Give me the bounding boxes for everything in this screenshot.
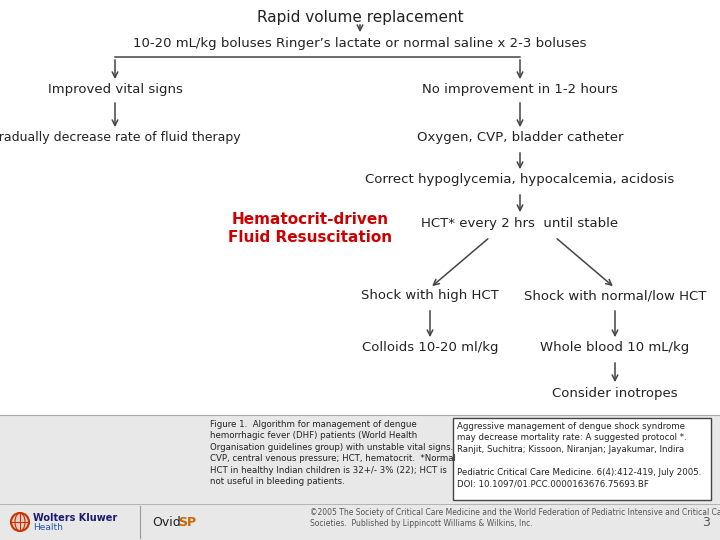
Circle shape: [11, 513, 29, 531]
Text: Fluid Resuscitation: Fluid Resuscitation: [228, 231, 392, 246]
Text: Figure 1.  Algorithm for management of dengue
hemorrhagic fever (DHF) patients (: Figure 1. Algorithm for management of de…: [210, 420, 456, 486]
Text: Oxygen, CVP, bladder catheter: Oxygen, CVP, bladder catheter: [417, 132, 624, 145]
Text: Gradually decrease rate of fluid therapy: Gradually decrease rate of fluid therapy: [0, 132, 240, 145]
Text: SP: SP: [178, 516, 196, 529]
Text: Shock with high HCT: Shock with high HCT: [361, 289, 499, 302]
Bar: [453, 418, 711, 500]
Text: Correct hypoglycemia, hypocalcemia, acidosis: Correct hypoglycemia, hypocalcemia, acid…: [365, 173, 675, 186]
Text: Hematocrit-driven: Hematocrit-driven: [231, 213, 389, 227]
Text: Wolters Kluwer: Wolters Kluwer: [33, 513, 117, 523]
Text: No improvement in 1-2 hours: No improvement in 1-2 hours: [422, 83, 618, 96]
Text: HCT* every 2 hrs  until stable: HCT* every 2 hrs until stable: [421, 217, 618, 230]
Text: Whole blood 10 mL/kg: Whole blood 10 mL/kg: [541, 341, 690, 354]
Text: 10-20 mL/kg boluses Ringer’s lactate or normal saline x 2-3 boluses: 10-20 mL/kg boluses Ringer’s lactate or …: [133, 37, 587, 50]
Text: Colloids 10-20 ml/kg: Colloids 10-20 ml/kg: [361, 341, 498, 354]
Text: ©2005 The Society of Critical Care Medicine and the World Federation of Pediatri: ©2005 The Society of Critical Care Medic…: [310, 508, 720, 528]
Text: Ovid: Ovid: [152, 516, 181, 529]
Bar: [0, 0, 720, 415]
Text: 3: 3: [702, 516, 710, 529]
Text: Improved vital signs: Improved vital signs: [48, 83, 182, 96]
Text: Shock with normal/low HCT: Shock with normal/low HCT: [524, 289, 706, 302]
Text: Health: Health: [33, 523, 63, 532]
Text: Aggressive management of dengue shock syndrome
may decrease mortality rate: A su: Aggressive management of dengue shock sy…: [457, 422, 701, 488]
Text: Consider inotropes: Consider inotropes: [552, 387, 678, 400]
Text: Rapid volume replacement: Rapid volume replacement: [257, 10, 463, 25]
